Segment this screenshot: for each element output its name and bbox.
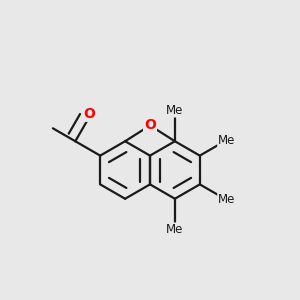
Text: Me: Me — [218, 193, 235, 206]
Text: Me: Me — [166, 223, 184, 236]
Text: O: O — [83, 107, 95, 121]
Text: Me: Me — [218, 134, 235, 147]
Text: O: O — [144, 118, 156, 132]
Text: Me: Me — [166, 104, 184, 117]
